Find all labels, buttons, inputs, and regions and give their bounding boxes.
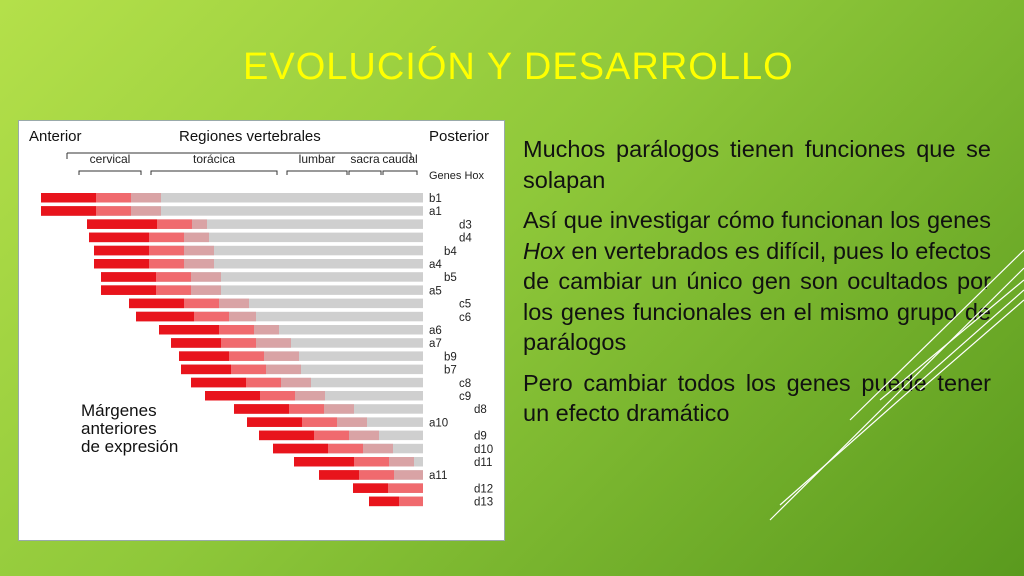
region-label: sacra bbox=[350, 152, 380, 166]
bar-track bbox=[94, 245, 423, 256]
hox-expression-figure: Anterior Regiones vertebrales Posterior cer… bbox=[18, 120, 505, 541]
bar-track bbox=[159, 325, 423, 335]
region-label: lumbar bbox=[299, 152, 336, 166]
bar-track bbox=[89, 232, 423, 243]
bar-strong bbox=[101, 285, 156, 295]
header-anterior: Anterior bbox=[29, 128, 82, 145]
bar-track bbox=[181, 364, 423, 375]
gene-label-b4: b4 bbox=[444, 246, 457, 258]
bar-strong bbox=[353, 483, 388, 493]
paragraph-2-end: en vertebrados es difícil, pues lo efect… bbox=[523, 237, 991, 356]
paragraph-2: Así que investigar cómo funcionan los ge… bbox=[523, 205, 991, 358]
gene-label-a11: a11 bbox=[429, 470, 447, 482]
bar-strong bbox=[179, 351, 229, 361]
bar-track bbox=[41, 206, 423, 216]
bar-track bbox=[179, 351, 423, 361]
bar-strong bbox=[234, 404, 289, 414]
gene-label-d9: d9 bbox=[474, 431, 487, 443]
caption-line: de expresión bbox=[81, 437, 178, 456]
bar-track bbox=[101, 272, 423, 282]
region-label: caudal bbox=[382, 152, 417, 166]
caption-line: Márgenes bbox=[81, 401, 157, 420]
gene-label-a7: a7 bbox=[429, 338, 442, 350]
bar-strong bbox=[129, 298, 184, 309]
region-bracket bbox=[286, 170, 348, 175]
slide-title: EVOLUCIÓN Y DESARROLLO bbox=[243, 46, 794, 88]
region-bracket bbox=[382, 170, 418, 175]
gene-label-d13: d13 bbox=[474, 497, 493, 509]
gene-label-a10: a10 bbox=[429, 417, 448, 429]
gene-label-b1: b1 bbox=[429, 193, 442, 205]
bar-strong bbox=[87, 219, 157, 229]
region-bracket bbox=[78, 170, 142, 175]
gene-label-a1: a1 bbox=[429, 206, 442, 218]
bar-track bbox=[94, 259, 423, 269]
gene-label-d3: d3 bbox=[459, 219, 472, 231]
bar-strong bbox=[41, 193, 96, 203]
gene-label-d12: d12 bbox=[474, 483, 493, 495]
bar-track bbox=[41, 193, 423, 203]
gene-label-c9: c9 bbox=[459, 391, 471, 403]
gene-label-d8: d8 bbox=[474, 404, 487, 416]
bar-track bbox=[87, 219, 423, 229]
gene-label-c8: c8 bbox=[459, 378, 471, 390]
gene-label-c6: c6 bbox=[459, 312, 471, 324]
gene-label-d10: d10 bbox=[474, 444, 493, 456]
header-posterior: Posterior bbox=[429, 128, 489, 145]
gene-label-d4: d4 bbox=[459, 233, 472, 245]
caption-line: anteriores bbox=[81, 419, 157, 438]
region-label: torácica bbox=[193, 152, 235, 166]
gene-label-b9: b9 bbox=[444, 351, 457, 363]
region-label: cervical bbox=[90, 152, 131, 166]
bar-strong bbox=[273, 443, 328, 454]
gene-label-c5: c5 bbox=[459, 299, 471, 311]
bar-strong bbox=[94, 259, 149, 269]
bar-track bbox=[101, 285, 423, 295]
paragraph-3: Pero cambiar todos los genes puede tener… bbox=[523, 369, 991, 427]
bar-strong bbox=[294, 457, 354, 467]
bar-strong bbox=[101, 272, 156, 282]
bar-strong bbox=[247, 417, 302, 427]
header-regiones: Regiones vertebrales bbox=[179, 128, 321, 145]
bar-strong bbox=[41, 206, 96, 216]
gene-label-b5: b5 bbox=[444, 272, 457, 284]
body-text: Muchos parálogos tienen funciones que se… bbox=[523, 134, 991, 439]
gene-label-b7: b7 bbox=[444, 365, 457, 377]
bar-strong bbox=[159, 325, 219, 335]
bar-strong bbox=[89, 232, 149, 243]
bar-strong bbox=[205, 391, 260, 401]
bar-strong bbox=[369, 496, 399, 507]
paragraph-1: Muchos parálogos tienen funciones que se… bbox=[523, 136, 991, 193]
bar-track bbox=[136, 311, 423, 322]
gene-label-a6: a6 bbox=[429, 325, 442, 337]
bar-strong bbox=[94, 245, 149, 256]
paragraph-2-start: Así que investigar cómo funcionan los ge… bbox=[523, 207, 991, 233]
gene-label-a5: a5 bbox=[429, 285, 442, 297]
bar-strong bbox=[319, 470, 359, 480]
bar-track bbox=[171, 338, 423, 348]
bar-strong bbox=[136, 311, 194, 322]
bar-strong bbox=[181, 364, 231, 375]
gene-label-a4: a4 bbox=[429, 259, 442, 271]
hox-diagram: Anterior Regiones vertebrales Posterior cer… bbox=[29, 128, 493, 509]
bar-strong bbox=[191, 377, 246, 388]
bar-track bbox=[129, 298, 423, 309]
bar-strong bbox=[259, 430, 314, 441]
region-bracket bbox=[150, 170, 278, 175]
bar-strong bbox=[171, 338, 221, 348]
genes-hox-label: Genes Hox bbox=[429, 170, 485, 182]
paragraph-2-hox: Hox bbox=[523, 237, 565, 264]
region-bracket bbox=[348, 170, 382, 175]
gene-label-d11: d11 bbox=[474, 457, 492, 469]
